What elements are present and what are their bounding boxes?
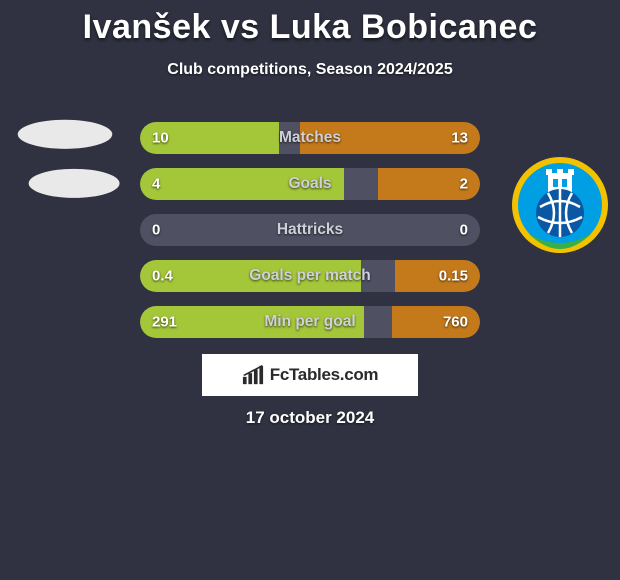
stat-value-right: 0 bbox=[460, 222, 468, 239]
stat-value-right: 760 bbox=[443, 314, 468, 331]
stat-label: Hattricks bbox=[277, 221, 343, 239]
stat-row: 0 0 Hattricks bbox=[140, 214, 480, 246]
stat-value-left: 0.4 bbox=[152, 268, 173, 285]
stat-value-left: 0 bbox=[152, 222, 160, 239]
club-crest-icon bbox=[510, 155, 610, 255]
stat-row: 0.4 0.15 Goals per match bbox=[140, 260, 480, 292]
stat-value-right: 0.15 bbox=[439, 268, 468, 285]
stat-row: 291 760 Min per goal bbox=[140, 306, 480, 338]
avatar-ellipse bbox=[29, 169, 120, 198]
stat-value-left: 4 bbox=[152, 176, 160, 193]
stat-value-right: 13 bbox=[451, 130, 468, 147]
stat-row: 4 2 Goals bbox=[140, 168, 480, 200]
fctables-logo[interactable]: FcTables.com bbox=[202, 354, 418, 396]
subtitle: Club competitions, Season 2024/2025 bbox=[0, 61, 620, 79]
stat-value-left: 10 bbox=[152, 130, 169, 147]
page-title: Ivanšek vs Luka Bobicanec bbox=[0, 0, 620, 47]
fctables-logo-text: FcTables.com bbox=[270, 365, 379, 385]
avatar-ellipse bbox=[18, 120, 113, 149]
stat-row: 10 13 Matches bbox=[140, 122, 480, 154]
stat-value-right: 2 bbox=[460, 176, 468, 193]
player-right-club-crest bbox=[510, 155, 610, 255]
stat-label: Min per goal bbox=[264, 313, 355, 331]
stat-label: Goals per match bbox=[249, 267, 370, 285]
stat-value-left: 291 bbox=[152, 314, 177, 331]
stat-label: Matches bbox=[279, 129, 341, 147]
bar-chart-icon bbox=[242, 364, 264, 386]
snapshot-date: 17 october 2024 bbox=[0, 408, 620, 428]
stats-block: 10 13 Matches 4 2 Goals 0 0 Hattricks 0.4 0.15 Goal… bbox=[140, 122, 480, 352]
player-left-avatar bbox=[10, 107, 110, 207]
stat-label: Goals bbox=[288, 175, 331, 193]
